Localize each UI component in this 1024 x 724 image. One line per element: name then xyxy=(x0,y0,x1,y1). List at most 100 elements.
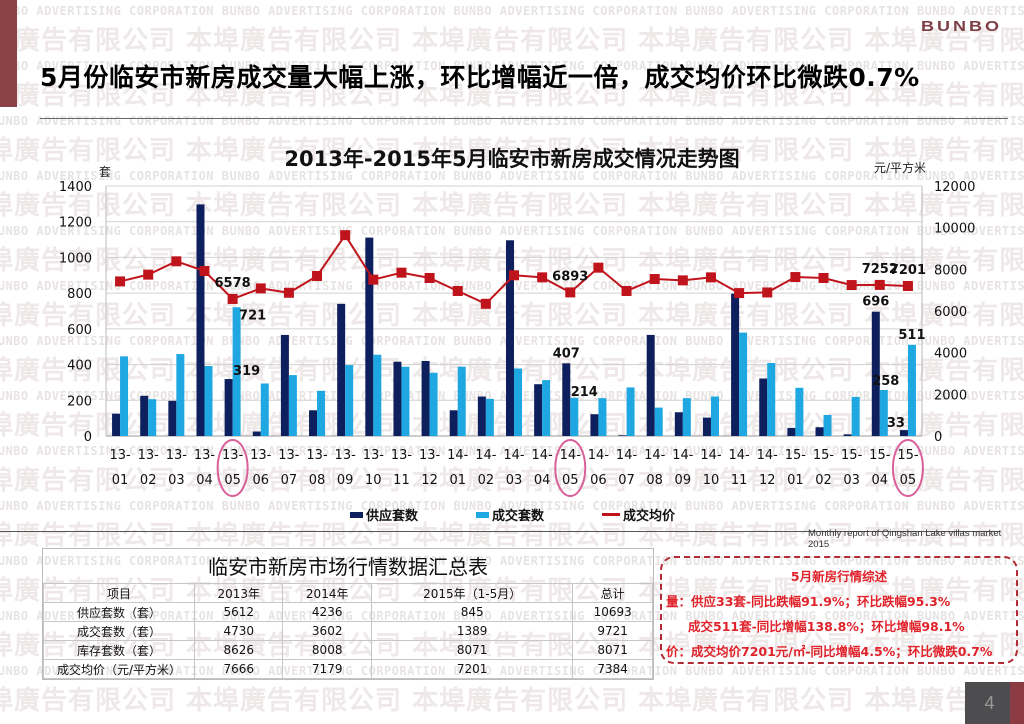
table-title: 临安市新房市场行情数据汇总表 xyxy=(208,555,488,579)
legend-supply: 供应套数 xyxy=(350,505,418,524)
supply-bar xyxy=(365,237,374,436)
x-axis-tick-label: 06 xyxy=(590,473,607,488)
summary-line-volume-supply: 量：供应33套-同比跌幅91.9%；环比跌幅95.3% xyxy=(666,594,951,609)
sales-bar xyxy=(682,398,691,436)
table-cell: 10693 xyxy=(572,602,653,622)
x-axis-tick-label: 14- xyxy=(560,448,582,463)
may-market-summary-box: 5月新房行情综述 量：供应33套-同比跌幅91.9%；环比跌幅95.3% 成交5… xyxy=(660,556,1018,664)
price-marker xyxy=(227,293,238,304)
summary-line-price: 价：成交均价7201元/㎡-同比增幅4.5%；环比微跌0.7% xyxy=(666,644,993,659)
y2-axis-tick-label: 10000 xyxy=(934,222,975,237)
table-cell: 4730 xyxy=(193,621,284,641)
x-axis-tick-label: 01 xyxy=(787,473,804,488)
supply-bar xyxy=(449,410,458,436)
x-axis-tick-label: 13- xyxy=(194,448,216,463)
supply-bar xyxy=(534,384,543,436)
price-marker xyxy=(874,279,885,290)
x-axis-tick-label: 15- xyxy=(813,448,835,463)
brand-accent-bar xyxy=(0,0,17,107)
x-axis-tick-label: 04 xyxy=(196,473,213,488)
data-table: 项目 2013年 2014年 2015年（1-5月） 总计 供应套数（套） 56… xyxy=(43,583,653,679)
summary-line-volume-sales: 成交511套-同比增幅138.8%；环比增幅98.1% xyxy=(688,619,965,634)
price-marker xyxy=(734,288,745,299)
table-header: 2014年 xyxy=(282,583,372,603)
sales-bar xyxy=(542,380,551,436)
y2-axis-tick-label: 12000 xyxy=(934,180,975,195)
x-axis-tick-label: 13- xyxy=(363,448,385,463)
y2-axis-unit-label: 元/平方米 xyxy=(874,160,926,175)
table-cell: 供应套数（套） xyxy=(43,602,195,622)
sales-bar xyxy=(288,375,297,436)
supply-bar xyxy=(224,379,233,436)
price-marker xyxy=(424,272,435,283)
bunbo-logo: BUNBO xyxy=(921,18,1002,35)
table-row: 成交均价（元/平方米） 7666 7179 7201 7384 xyxy=(43,659,653,679)
x-axis-tick-label: 12 xyxy=(759,473,776,488)
x-axis-tick-label: 02 xyxy=(140,473,157,488)
data-label: 319 xyxy=(233,364,260,379)
report-footnote: Monthly report of Qingshan Lake villas m… xyxy=(808,528,1002,550)
sales-bar xyxy=(767,362,776,436)
data-label: 511 xyxy=(898,328,925,343)
x-axis-tick-label: 14- xyxy=(503,448,525,463)
sales-bar xyxy=(429,372,438,436)
supply-bar xyxy=(871,311,880,436)
x-axis-tick-label: 11 xyxy=(731,473,748,488)
table-cell: 9721 xyxy=(572,621,653,641)
price-marker xyxy=(171,256,182,267)
y-axis-tick-label: 1200 xyxy=(59,216,92,231)
trend-chart: 0 200 400 600 800 1000 1200 1400 0 2000 4000 6000 80… xyxy=(59,160,975,497)
x-axis-tick-label: 03 xyxy=(843,473,860,488)
table-cell: 成交套数（套） xyxy=(43,621,195,641)
x-axis-tick-label: 13- xyxy=(419,448,441,463)
x-axis-tick-label: 10 xyxy=(703,473,720,488)
data-label: 33 xyxy=(887,416,905,431)
legend-sales: 成交套数 xyxy=(476,505,544,524)
x-axis-tick-label: 08 xyxy=(309,473,326,488)
supply-bar xyxy=(899,430,908,436)
sales-bar xyxy=(654,407,663,436)
supply-bar xyxy=(252,431,261,436)
table-cell: 7384 xyxy=(572,659,653,679)
data-label: 6893 xyxy=(552,269,588,284)
table-cell: 4236 xyxy=(282,602,372,622)
supply-bar xyxy=(815,427,824,436)
headline-divider xyxy=(40,118,1008,119)
x-axis-tick-label: 13- xyxy=(138,448,160,463)
x-axis-tick-label: 05 xyxy=(224,473,241,488)
supply-bar xyxy=(731,293,740,436)
x-axis-tick-label: 13- xyxy=(335,448,357,463)
table-row: 库存套数（套） 8626 8008 8071 8071 xyxy=(43,640,653,660)
sales-bar xyxy=(823,414,832,436)
price-marker xyxy=(509,270,519,281)
legend-price-label: 成交均价 xyxy=(623,509,676,524)
table-header: 项目 xyxy=(43,583,195,603)
sales-bar xyxy=(232,307,241,436)
y-axis-unit-label: 套 xyxy=(99,165,111,179)
table-cell: 8071 xyxy=(572,640,653,660)
x-axis-tick-label: 14- xyxy=(616,448,638,463)
price-marker xyxy=(537,272,548,283)
x-axis-tick-label: 08 xyxy=(646,473,663,488)
price-marker xyxy=(340,230,351,241)
x-axis-tick-label: 02 xyxy=(478,473,495,488)
price-marker xyxy=(199,266,210,276)
sales-bar xyxy=(598,398,607,436)
price-marker xyxy=(705,272,716,283)
x-axis-tick-label: 11 xyxy=(393,473,410,488)
x-axis-tick-label: 04 xyxy=(534,473,551,488)
x-axis-tick-label: 15- xyxy=(841,448,863,463)
price-marker xyxy=(593,262,604,273)
highlight-circle xyxy=(891,439,924,497)
y-axis-tick-label: 1000 xyxy=(59,251,92,266)
x-axis-tick-label: 01 xyxy=(112,473,129,488)
highlight-circle xyxy=(216,439,249,497)
x-axis-tick-label: 15- xyxy=(785,448,807,463)
supply-bar xyxy=(168,400,177,436)
data-label: 258 xyxy=(872,374,899,389)
sales-bar xyxy=(514,368,522,436)
price-marker xyxy=(452,286,463,296)
x-axis-tick-label: 02 xyxy=(815,473,832,488)
table-header: 2013年 xyxy=(193,583,284,603)
table-cell: 7666 xyxy=(193,659,284,679)
